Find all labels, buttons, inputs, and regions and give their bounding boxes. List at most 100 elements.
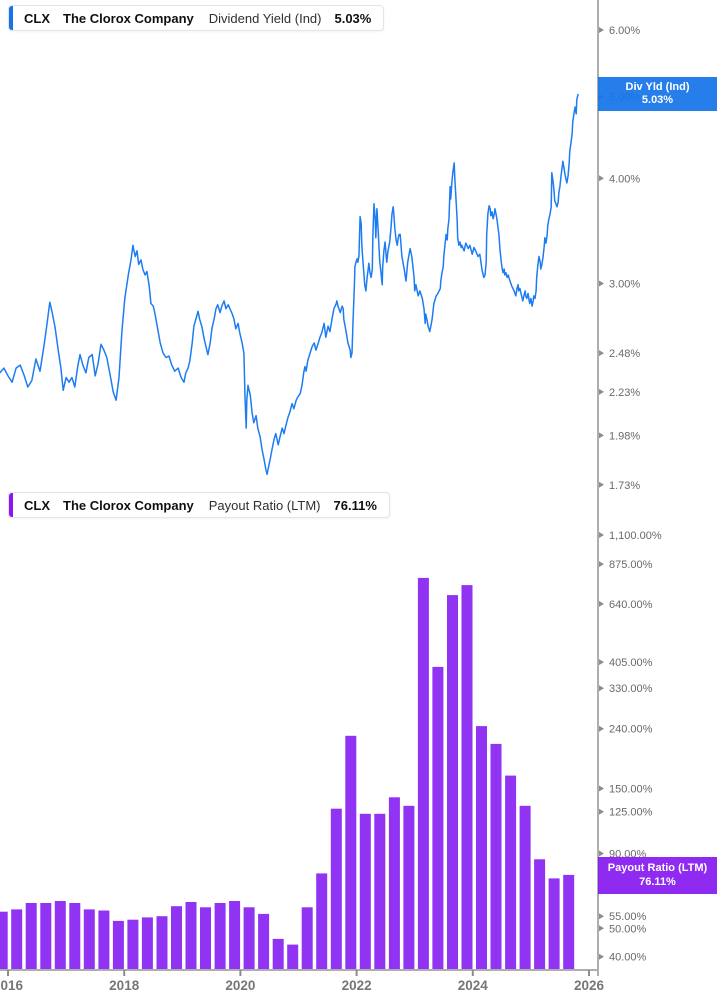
y-tick-marker-icon [599,388,604,395]
payout-ratio-bar [200,907,211,970]
y-tick-label: 55.00% [609,911,647,923]
metric-value: 5.03% [334,10,372,26]
payout-ratio-legend-chip[interactable]: CLX The Clorox Company Payout Ratio (LTM… [8,492,390,518]
payout-ratio-bar [272,938,284,970]
payout-ratio-bar [112,920,124,970]
y-tick-label: 875.00% [609,559,653,571]
payout-ratio-bar [388,797,400,970]
y-tick-label: 40.00% [609,952,647,964]
y-tick-marker-icon [599,532,604,538]
y-tick-label: 1.73% [609,480,640,492]
legend-accent-bar [9,493,13,517]
payout-ratio-bar [505,775,517,970]
x-axis: 2016 2018 2020 2022 2024 2026 [0,970,605,993]
y-tick-label: 240.00% [609,724,653,736]
ticker-symbol: CLX [24,10,50,26]
y-tick-label: 640.00% [609,599,653,611]
payout-ratio-bar [345,735,357,970]
payout-ratio-bar [447,595,458,970]
payout-ratio-bar [98,910,110,970]
payout-ratio-bar [0,911,8,970]
payout-ratio-bar-series [0,577,575,970]
x-tick-label: 2020 [225,978,255,993]
y-tick-marker-icon [599,925,604,932]
payout-ratio-bar [301,907,313,970]
y-tick-marker-icon [599,561,604,568]
payout-ratio-axis-badge: Payout Ratio (LTM) 76.11% [598,857,717,894]
payout-ratio-bar [432,666,444,970]
y-tick-marker-icon [599,685,604,692]
badge-label: Div Yld (Ind) [625,80,690,93]
payout-ratio-bar [243,907,255,970]
y-tick-marker-icon [599,808,604,815]
x-tick-label: 2016 [0,978,24,993]
y-tick-marker-icon [599,725,604,732]
payout-ratio-bar [490,743,502,970]
payout-ratio-bar [171,906,182,970]
y-tick-label: 1,100.00% [609,530,662,542]
y-tick-marker-icon [599,600,604,607]
badge-value: 76.11% [639,875,676,888]
badge-label: Payout Ratio (LTM) [607,862,708,874]
payout-ratio-bar [374,813,386,970]
y-tick-label: 405.00% [609,657,653,669]
dividend-yield-line-series [0,93,579,476]
payout-ratio-bar [519,805,531,970]
y-tick-label: 150.00% [609,784,653,796]
y-tick-label: 2.48% [609,348,640,360]
badge-value: 5.03% [641,94,674,106]
payout-ratio-bar [403,805,415,970]
y-tick-label: 50.00% [609,923,647,935]
y-tick-marker-icon [599,785,604,792]
payout-ratio-bar [417,577,429,970]
payout-ratio-bar [214,903,226,970]
y-tick-marker-icon [599,175,604,182]
y-tick-label: 4.00% [609,173,640,185]
y-tick-marker-icon [599,659,604,666]
payout-ratio-bar [461,585,473,970]
metric-value: 76.11% [333,497,377,513]
payout-ratio-bar [40,903,52,970]
payout-ratio-bar [185,902,197,970]
x-tick-label: 2022 [342,978,372,993]
y-tick-marker-icon [599,850,604,857]
y-tick-marker-icon [599,953,604,960]
company-name: The Clorox Company [63,497,194,513]
payout-ratio-bar [534,859,546,970]
payout-ratio-bar [316,873,328,970]
payout-ratio-bar [476,726,487,970]
x-tick-label: 2024 [458,978,489,993]
payout-ratio-bar [359,813,371,970]
y-tick-marker-icon [599,913,604,920]
metric-name: Dividend Yield (Ind) [208,10,322,26]
y-tick-label: 3.00% [609,279,640,291]
y-tick-label: 2.23% [609,387,640,399]
x-tick-label: 2018 [109,978,140,993]
y-tick-label: 1.98% [609,430,640,442]
payout-ratio-bar [258,913,270,970]
y-tick-marker-icon [599,27,604,33]
x-tick-label: 2026 [574,978,605,993]
payout-ratio-bar [548,878,560,970]
ticker-symbol: CLX [24,497,50,513]
payout-ratio-bar [156,916,168,970]
y-tick-marker-icon [599,350,604,357]
y-tick-label: 330.00% [609,683,653,695]
dividend-yield-legend-chip[interactable]: CLX The Clorox Company Dividend Yield (I… [8,5,385,31]
payout-ratio-bar [563,874,575,970]
y-tick-label: 125.00% [609,807,653,819]
payout-ratio-bar [330,808,342,970]
payout-ratio-bar [83,909,95,970]
payout-ratio-bar [25,903,37,970]
payout-ratio-axis: 1,100.00% 875.00% 640.00% 405.00% 330.00% 240… [599,530,662,964]
payout-ratio-bar [69,903,81,970]
legend-accent-bar [9,6,13,30]
payout-ratio-bar [287,944,299,970]
payout-ratio-bar [229,901,241,970]
y-tick-marker-icon [599,481,604,488]
payout-ratio-bar [141,917,153,970]
payout-ratio-bar [127,919,139,970]
y-tick-label: 6.00% [609,25,640,37]
